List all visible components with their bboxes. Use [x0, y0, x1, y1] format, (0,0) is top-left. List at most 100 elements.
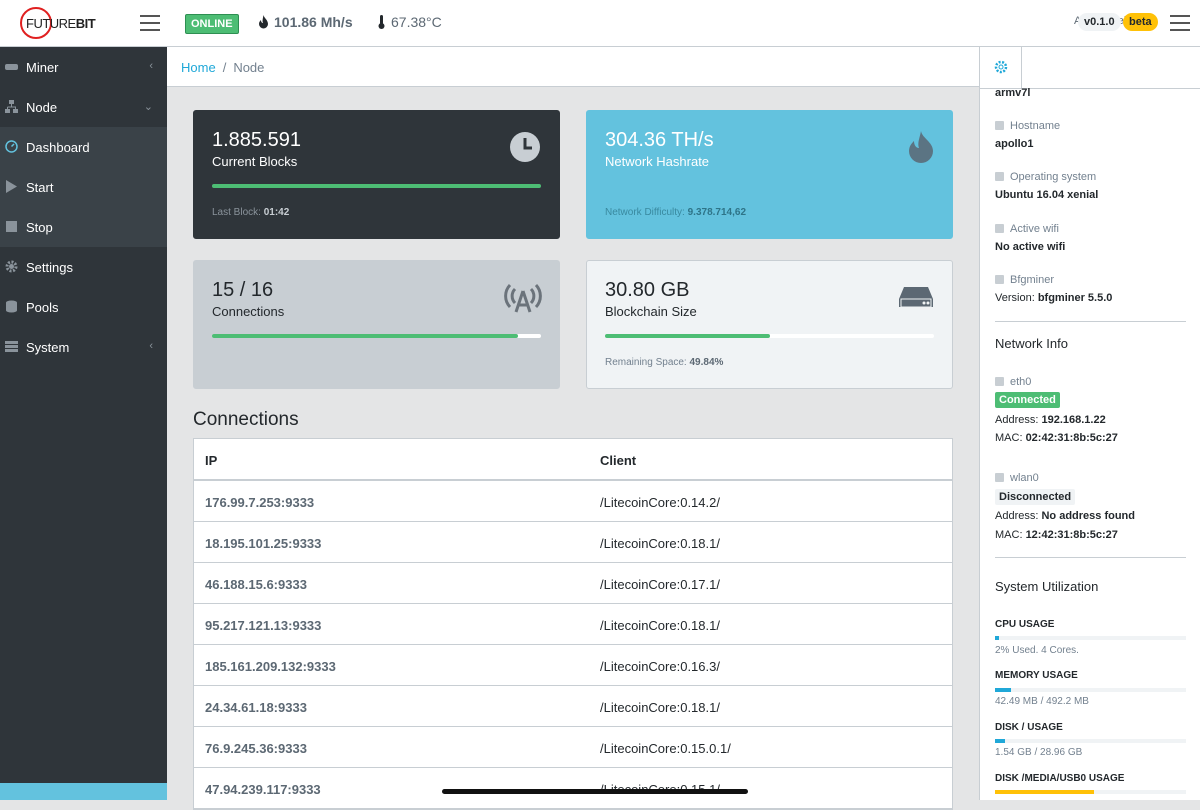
disk-usage-bar	[995, 739, 1186, 743]
blockchain-size-progress	[605, 334, 934, 338]
table-row: 185.161.209.132:9333/LitecoinCore:0.16.3…	[194, 645, 952, 686]
ip-cell: 47.94.239.117:9333	[205, 782, 321, 797]
chevron-left-icon: ‹	[149, 60, 153, 72]
sidebar-footer-button[interactable]	[0, 783, 167, 800]
ip-cell: 76.9.245.36:9333	[205, 741, 307, 756]
flame-icon	[259, 15, 268, 29]
wlan0-address: Address: No address found	[995, 510, 1135, 522]
play-icon	[6, 180, 17, 193]
eth0-label: eth0	[995, 376, 1031, 388]
file-icon	[995, 172, 1004, 181]
current-blocks-progress	[212, 184, 541, 188]
futurebit-logo[interactable]: FUTUREBIT	[18, 4, 100, 42]
sidebar-item-label: Stop	[26, 219, 53, 235]
ip-cell: 176.99.7.253:9333	[205, 495, 315, 510]
table-header: IP Client	[194, 439, 952, 481]
breadcrumb: Home / Node	[167, 47, 979, 87]
memory-usage-text: 42.49 MB / 492.2 MB	[995, 696, 1089, 707]
chevron-down-icon: ⌄	[143, 101, 153, 113]
wifi-icon	[995, 473, 1004, 482]
client-cell: /LitecoinCore:0.14.2/	[600, 495, 720, 510]
hostname-icon	[995, 121, 1004, 130]
connections-progress	[212, 334, 541, 338]
aside-toggle-button[interactable]	[1170, 15, 1190, 31]
os-label: Operating system	[995, 171, 1096, 183]
sidebar-item-label: System	[26, 339, 70, 355]
os-value: Ubuntu 16.04 xenial	[995, 189, 1099, 201]
network-difficulty-text: Network Difficulty: 9.378.714,62	[605, 207, 747, 218]
sidebar: Miner ‹ Node ⌄ Dashboard Start Stop Sett…	[0, 47, 167, 800]
version-badge: v0.1.0	[1078, 13, 1121, 31]
sidebar-item-label: Start	[26, 179, 54, 195]
arch-value: armv7l	[995, 87, 1031, 99]
status-badge: ONLINE	[185, 14, 239, 34]
sidebar-item-start[interactable]: Start	[0, 167, 167, 207]
connections-card: 15 / 16 Connections	[193, 260, 560, 389]
home-indicator	[442, 789, 748, 794]
ip-cell: 95.217.121.13:9333	[205, 618, 322, 633]
network-hashrate-value: 304.36 TH/s	[605, 129, 714, 151]
disk-usage-text: 1.54 GB / 28.96 GB	[995, 747, 1083, 758]
wlan0-status-badge: Disconnected	[995, 489, 1076, 505]
sidebar-item-pools[interactable]: Pools	[0, 287, 167, 327]
eth0-status-badge: Connected	[995, 392, 1060, 408]
disk-usage-label: DISK / USAGE	[995, 722, 1063, 733]
breadcrumb-separator: /	[222, 60, 227, 75]
gear-icon	[994, 60, 1008, 74]
client-cell: /LitecoinCore:0.18.1/	[600, 618, 720, 633]
network-hashrate-card: 304.36 TH/s Network Hashrate Network Dif…	[586, 110, 953, 239]
temperature-value: 67.38°C	[391, 14, 442, 30]
current-blocks-card: 1.885.591 Current Blocks Last Block: 01:…	[193, 110, 560, 239]
flame-icon	[909, 131, 933, 163]
bfgminer-label: Bfgminer	[995, 274, 1054, 286]
sidebar-item-node[interactable]: Node ⌄	[0, 87, 167, 127]
beta-badge: beta	[1123, 13, 1158, 31]
client-cell: /LitecoinCore:0.17.1/	[600, 577, 720, 592]
ethernet-icon	[995, 377, 1004, 386]
remaining-space-text: Remaining Space: 49.84%	[605, 357, 724, 368]
system-utilization-title: System Utilization	[995, 579, 1099, 594]
hostname-value: apollo1	[995, 138, 1034, 150]
miner-icon	[5, 64, 18, 70]
broadcast-icon	[504, 283, 542, 313]
ip-column-header: IP	[205, 453, 218, 468]
sidebar-item-system[interactable]: System ‹	[0, 327, 167, 367]
database-icon	[6, 300, 17, 313]
ip-cell: 46.188.15.6:9333	[205, 577, 307, 592]
table-row: 76.9.245.36:9333/LitecoinCore:0.15.0.1/	[194, 727, 952, 768]
miner-icon	[995, 275, 1004, 284]
sidebar-item-stop[interactable]: Stop	[0, 207, 167, 247]
sidebar-item-dashboard[interactable]: Dashboard	[0, 127, 167, 167]
gear-icon	[5, 260, 18, 273]
network-info-title: Network Info	[995, 336, 1068, 351]
table-row: 95.217.121.13:9333/LitecoinCore:0.18.1/	[194, 604, 952, 645]
breadcrumb-home-link[interactable]: Home	[181, 60, 216, 75]
divider	[995, 321, 1186, 322]
ip-cell: 24.34.61.18:9333	[205, 700, 307, 715]
cpu-usage-label: CPU USAGE	[995, 619, 1055, 630]
current-blocks-label: Current Blocks	[212, 154, 298, 169]
sidebar-item-settings[interactable]: Settings	[0, 247, 167, 287]
sidebar-item-label: Pools	[26, 299, 59, 315]
hashrate-stat: 101.86 Mh/s	[258, 14, 353, 30]
usb-disk-usage-bar	[995, 790, 1186, 794]
client-cell: /LitecoinCore:0.18.1/	[600, 700, 720, 715]
table-row: 24.34.61.18:9333/LitecoinCore:0.18.1/	[194, 686, 952, 727]
connections-label: Connections	[212, 304, 285, 319]
thermometer-icon	[378, 15, 385, 29]
temperature-stat: 67.38°C	[378, 14, 442, 30]
client-cell: /LitecoinCore:0.15.0.1/	[600, 741, 731, 756]
table-row: 46.188.15.6:9333/LitecoinCore:0.17.1/	[194, 563, 952, 604]
aside-panel: armv7l Hostname apollo1 Operating system…	[979, 47, 1200, 800]
eth0-mac: MAC: 02:42:31:8b:5c:27	[995, 432, 1118, 444]
aside-settings-tab[interactable]	[980, 47, 1022, 89]
logo-text-bold: BIT	[75, 16, 96, 31]
blockchain-size-card: 30.80 GB Blockchain Size Remaining Space…	[586, 260, 953, 389]
sidebar-item-label: Settings	[26, 259, 73, 275]
app-header: FUTUREBIT ONLINE 101.86 Mh/s 67.38°C Apo…	[0, 0, 1200, 47]
sidebar-item-miner[interactable]: Miner ‹	[0, 47, 167, 87]
hashrate-value: 101.86 Mh/s	[274, 14, 353, 30]
blockchain-size-value: 30.80 GB	[605, 279, 690, 301]
clock-icon	[510, 132, 540, 162]
sidebar-toggle-button[interactable]	[140, 15, 160, 31]
